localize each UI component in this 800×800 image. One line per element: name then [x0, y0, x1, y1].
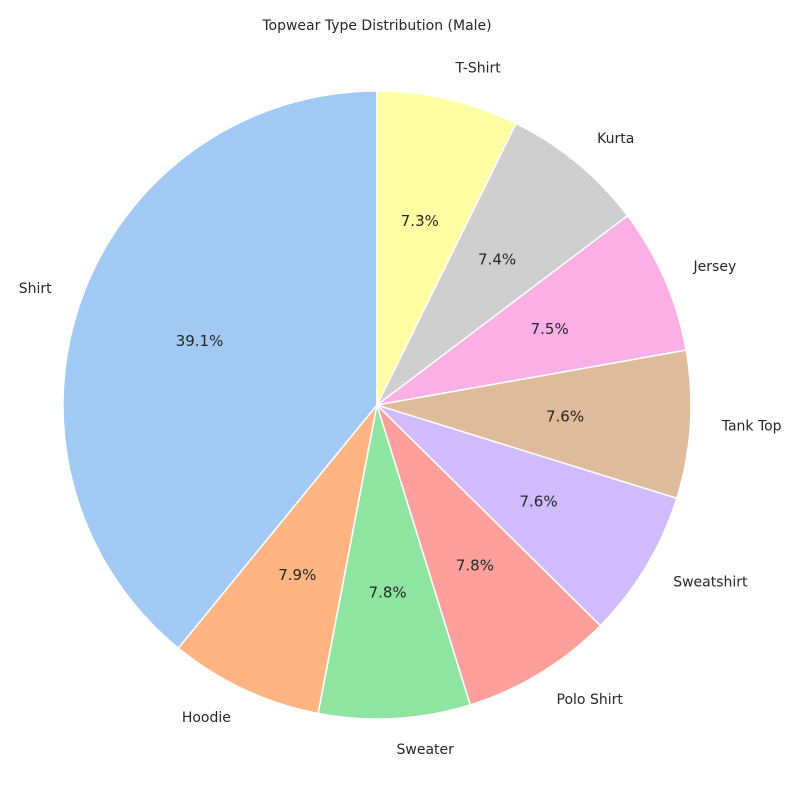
pie-labels: Shirt 39.1% Hoodie 7.9% Sweater 7.8% Polo Shir… [19, 61, 782, 758]
pie-slice-kurta [376, 122, 629, 406]
slice-label-hoodie: Hoodie [182, 710, 231, 726]
pie-slice-sweater [317, 404, 472, 720]
pie-slice-t-shirt [376, 90, 517, 406]
chart-title: Topwear Type Distribution (Male) [261, 18, 491, 34]
slice-value-hoodie: 7.9% [278, 566, 316, 584]
slice-value-jersey: 7.5% [531, 320, 569, 338]
pie-slice-tank-top [376, 349, 692, 500]
slice-value-tank-top: 7.6% [546, 407, 584, 425]
pie-slice-hoodie [177, 404, 378, 715]
slice-value-shirt: 39.1% [176, 332, 224, 350]
slice-label-shirt: Shirt [19, 281, 52, 297]
pie-slices [62, 90, 692, 720]
slice-value-sweatshirt: 7.6% [520, 492, 558, 510]
pie-slice-polo-shirt [376, 404, 602, 706]
pie-slice-shirt [62, 90, 378, 649]
slice-value-t-shirt: 7.3% [401, 212, 439, 230]
slice-label-jersey: Jersey [693, 259, 737, 275]
slice-label-kurta: Kurta [597, 131, 634, 147]
slice-label-tank-top: Tank Top [721, 419, 782, 435]
slice-label-t-shirt: T-Shirt [455, 61, 502, 77]
slice-value-kurta: 7.4% [478, 250, 516, 268]
slice-value-polo-shirt: 7.8% [456, 556, 494, 574]
slice-label-sweater: Sweater [397, 742, 455, 758]
slice-value-sweater: 7.8% [369, 584, 407, 602]
pie-slice-jersey [376, 214, 687, 406]
slice-label-sweatshirt: Sweatshirt [673, 575, 748, 591]
slice-label-polo-shirt: Polo Shirt [557, 692, 624, 708]
pie-slice-sweatshirt [376, 404, 678, 627]
